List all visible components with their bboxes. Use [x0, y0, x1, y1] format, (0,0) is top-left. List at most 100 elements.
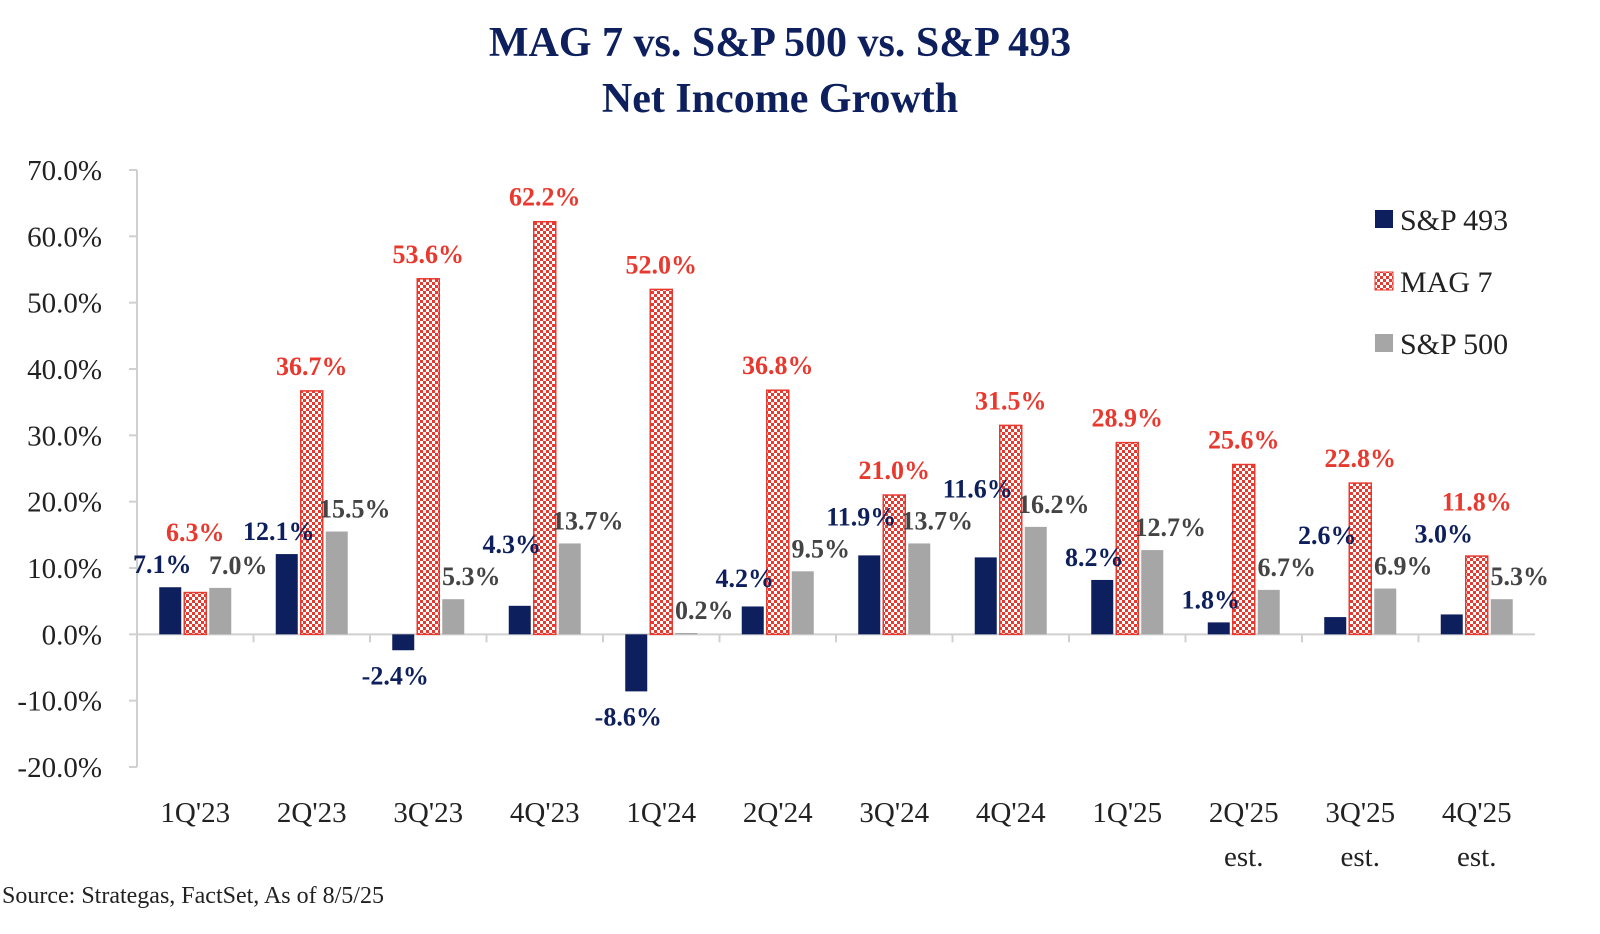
legend-label: S&P 500 [1400, 328, 1508, 361]
data-label: 53.6% [393, 240, 465, 269]
data-label: 6.3% [166, 518, 225, 547]
data-label: 11.8% [1442, 488, 1512, 517]
bar-mag-7 [416, 278, 440, 636]
data-label: 11.9% [826, 502, 896, 531]
legend-label: S&P 493 [1400, 204, 1508, 237]
bar-s-p-493 [392, 634, 415, 651]
bar-s-p-500 [325, 531, 348, 635]
data-label: -8.6% [595, 702, 662, 731]
bar-s-p-493 [1324, 617, 1347, 635]
legend-swatch [1375, 334, 1393, 352]
bar-s-p-500 [1490, 599, 1513, 635]
x-tick-label: est. [1457, 841, 1496, 873]
y-tick-label: 0.0% [42, 619, 102, 651]
data-label: 3.0% [1415, 520, 1474, 549]
bar-s-p-493 [625, 634, 648, 692]
data-label: 15.5% [319, 495, 391, 524]
y-tick-label: -20.0% [17, 752, 102, 784]
bar-s-p-500 [442, 599, 465, 635]
x-tick-label: est. [1224, 841, 1263, 873]
data-label: 1.8% [1182, 585, 1241, 614]
x-tick-label: 3Q'25 [1325, 797, 1395, 829]
y-tick-label: 40.0% [27, 354, 102, 386]
x-tick-label: 1Q'23 [160, 797, 230, 829]
data-label: 5.3% [442, 562, 501, 591]
bar-s-p-493 [1207, 622, 1230, 635]
data-label: 11.6% [943, 474, 1013, 503]
y-tick-label: 60.0% [27, 221, 102, 253]
bar-s-p-493 [974, 557, 997, 635]
data-label: 6.9% [1374, 552, 1433, 581]
bar-mag-7 [1465, 555, 1489, 636]
bar-mag-7 [1232, 463, 1256, 636]
data-label: 13.7% [552, 506, 624, 535]
data-label: 36.7% [276, 352, 348, 381]
bar-mag-7 [882, 494, 906, 636]
x-tick-label: 2Q'23 [277, 797, 347, 829]
bar-mag-7 [999, 424, 1023, 636]
data-label: 4.3% [483, 530, 542, 559]
x-tick-label: 1Q'25 [1092, 797, 1162, 829]
y-tick-label: 30.0% [27, 420, 102, 452]
bar-s-p-500 [675, 633, 698, 635]
x-tick-label: 2Q'25 [1209, 797, 1279, 829]
data-label: 2.6% [1298, 521, 1357, 550]
data-label: 7.1% [133, 550, 192, 579]
bar-mag-7 [766, 389, 790, 636]
x-tick-label: 4Q'23 [510, 797, 580, 829]
data-label: 7.0% [209, 551, 268, 580]
data-label: 13.7% [902, 506, 974, 535]
bar-s-p-493 [858, 555, 881, 635]
bar-mag-7 [649, 288, 673, 636]
y-tick-label: 10.0% [27, 553, 102, 585]
bar-s-p-500 [1024, 526, 1047, 635]
chart-title: MAG 7 vs. S&P 500 vs. S&P 493 [489, 20, 1071, 66]
bar-s-p-500 [791, 571, 814, 635]
data-label: 12.7% [1135, 513, 1207, 542]
legend-swatch [1374, 271, 1394, 291]
bar-s-p-493 [159, 587, 182, 635]
bar-mag-7 [300, 390, 324, 636]
x-tick-label: 4Q'24 [976, 797, 1046, 829]
x-tick-label: 1Q'24 [626, 797, 696, 829]
data-label: 12.1% [243, 517, 315, 546]
data-label: -2.4% [362, 661, 429, 690]
x-tick-label: 3Q'24 [859, 797, 929, 829]
bar-s-p-500 [558, 543, 581, 635]
bar-mag-7 [1348, 482, 1372, 636]
y-tick-label: 20.0% [27, 487, 102, 519]
data-label: 16.2% [1018, 490, 1090, 519]
data-label: 4.2% [716, 564, 775, 593]
data-label: 31.5% [975, 386, 1047, 415]
bar-s-p-500 [209, 587, 232, 635]
legend-swatch [1375, 210, 1393, 228]
y-tick-label: 70.0% [27, 155, 102, 187]
source-note: Source: Strategas, FactSet, As of 8/5/25 [2, 883, 384, 909]
bar-s-p-493 [741, 606, 764, 635]
x-tick-label: est. [1341, 841, 1380, 873]
data-label: 6.7% [1258, 553, 1317, 582]
y-tick-label: 50.0% [27, 288, 102, 320]
bar-s-p-493 [275, 554, 298, 635]
bar-s-p-493 [508, 605, 531, 635]
bar-s-p-493 [1440, 614, 1463, 635]
y-tick-label: -10.0% [17, 686, 102, 718]
bar-s-p-493 [1091, 579, 1114, 635]
bar-s-p-500 [1374, 588, 1397, 635]
data-label: 5.3% [1491, 562, 1550, 591]
data-label: 36.8% [742, 351, 814, 380]
data-label: 0.2% [675, 596, 734, 625]
bar-mag-7 [533, 220, 557, 636]
bar-s-p-500 [1257, 589, 1280, 635]
bar-s-p-500 [1141, 550, 1164, 635]
x-tick-label: 4Q'25 [1442, 797, 1512, 829]
bar-mag-7 [1115, 441, 1139, 636]
data-label: 22.8% [1325, 444, 1397, 473]
data-label: 52.0% [626, 250, 698, 279]
x-tick-label: 3Q'23 [393, 797, 463, 829]
bar-s-p-500 [908, 543, 931, 635]
legend-label: MAG 7 [1400, 266, 1493, 299]
chart-subtitle: Net Income Growth [602, 76, 958, 122]
bar-mag-7 [183, 591, 207, 636]
